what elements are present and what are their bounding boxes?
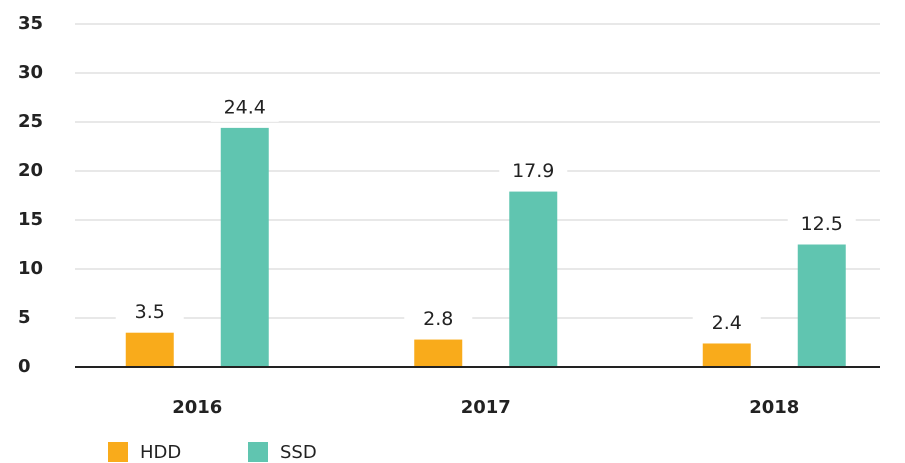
x-tick-label: 2016 bbox=[172, 397, 222, 418]
value-label: 24.4 bbox=[224, 96, 266, 118]
value-label: 17.9 bbox=[512, 160, 554, 182]
value-label-bg bbox=[210, 91, 279, 122]
legend-label: HDD bbox=[140, 442, 181, 463]
y-tick-label: 5 bbox=[18, 307, 31, 328]
value-label-bg bbox=[692, 307, 761, 338]
value-label: 3.5 bbox=[135, 301, 165, 323]
value-label: 2.8 bbox=[423, 308, 453, 330]
value-label-bg bbox=[499, 155, 568, 186]
bar bbox=[125, 332, 174, 367]
value-label-bg bbox=[115, 296, 184, 327]
legend-swatch bbox=[248, 442, 268, 462]
y-tick-label: 10 bbox=[18, 258, 43, 279]
bar bbox=[509, 191, 558, 367]
x-tick-label: 2017 bbox=[461, 397, 511, 418]
x-tick-label: 2018 bbox=[749, 397, 799, 418]
value-label: 2.4 bbox=[712, 312, 742, 334]
bar bbox=[702, 343, 751, 367]
bar bbox=[220, 127, 269, 367]
y-tick-label: 30 bbox=[18, 62, 43, 83]
bar bbox=[797, 244, 846, 367]
bar bbox=[414, 339, 463, 367]
y-tick-label: 35 bbox=[18, 13, 43, 34]
y-tick-label: 20 bbox=[18, 160, 43, 181]
value-label-bg bbox=[787, 208, 856, 239]
y-tick-label: 15 bbox=[18, 209, 43, 230]
value-label-bg bbox=[404, 303, 473, 334]
y-tick-label: 0 bbox=[18, 356, 31, 377]
value-label: 12.5 bbox=[801, 213, 843, 235]
legend-label: SSD bbox=[280, 442, 317, 463]
legend-swatch bbox=[108, 442, 128, 462]
y-tick-label: 25 bbox=[18, 111, 43, 132]
